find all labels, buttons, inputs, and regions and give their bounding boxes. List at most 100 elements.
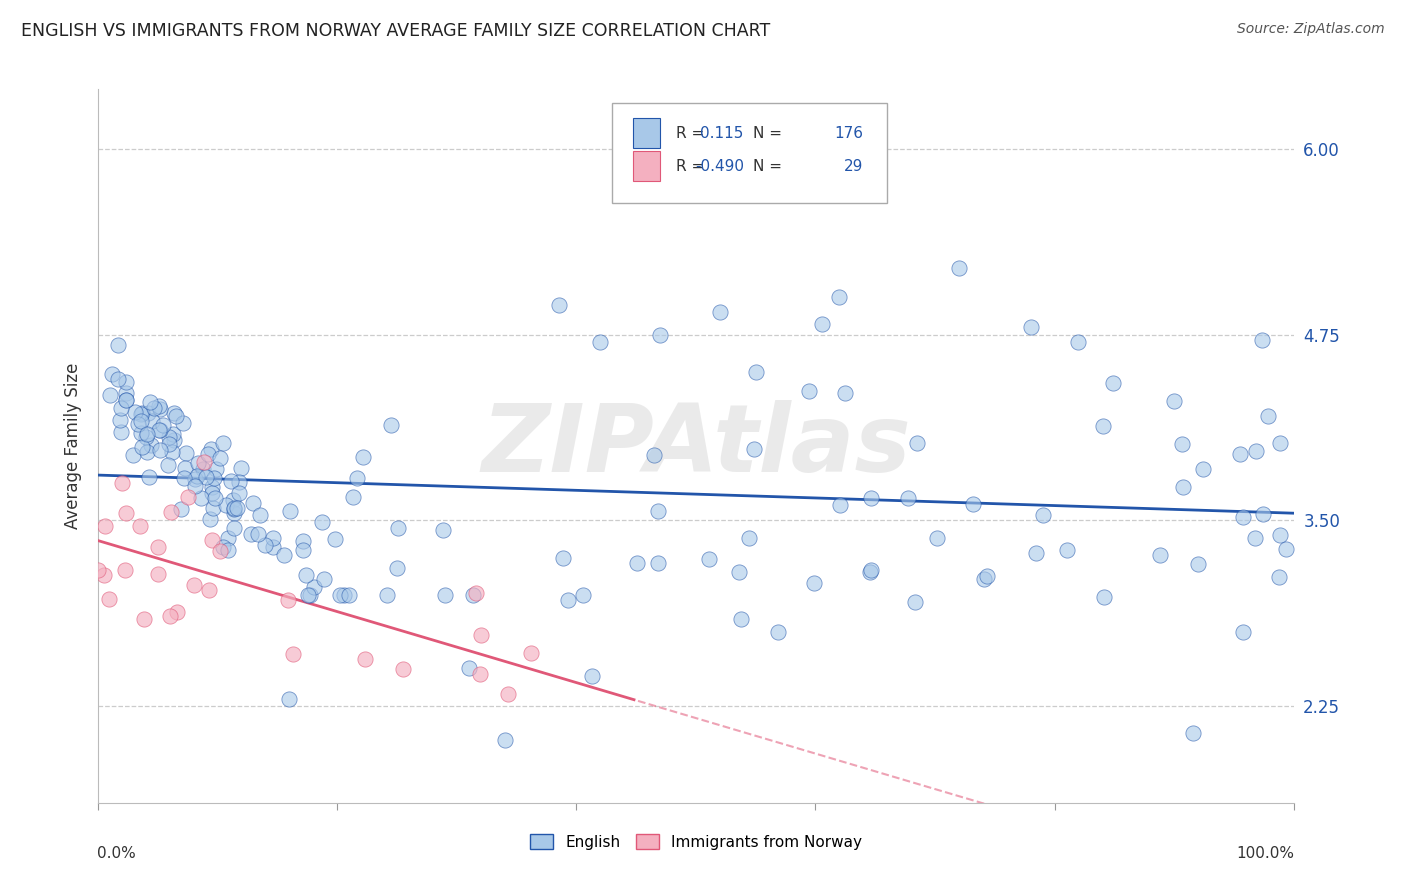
Point xyxy=(124,405,146,419)
Point xyxy=(149,442,172,457)
Point xyxy=(93,519,115,533)
Point xyxy=(811,317,834,331)
Point xyxy=(201,485,224,500)
Point xyxy=(1251,507,1274,521)
Point xyxy=(352,450,374,465)
Point xyxy=(859,564,882,578)
Point xyxy=(557,593,579,607)
Point xyxy=(98,388,121,402)
Point xyxy=(643,448,665,462)
Point xyxy=(1171,437,1194,451)
Point xyxy=(262,531,284,545)
Point xyxy=(148,400,170,414)
Point xyxy=(162,427,184,442)
Point xyxy=(148,423,170,437)
Point xyxy=(193,455,215,469)
Point xyxy=(1032,508,1054,522)
Point xyxy=(728,566,751,580)
Point xyxy=(1171,480,1194,494)
Point xyxy=(135,430,157,444)
Point xyxy=(976,569,998,583)
Point xyxy=(299,588,322,602)
Point xyxy=(221,493,243,508)
Point xyxy=(229,461,252,475)
Point xyxy=(87,563,110,577)
Point xyxy=(139,394,162,409)
Point xyxy=(904,594,927,608)
Point xyxy=(143,401,166,416)
Point xyxy=(166,606,188,620)
Point xyxy=(1056,543,1078,558)
Point xyxy=(859,566,882,580)
Point xyxy=(174,446,197,460)
Point xyxy=(457,661,479,675)
Point xyxy=(1092,419,1115,434)
Point xyxy=(239,527,262,541)
Point xyxy=(1257,409,1279,423)
Point xyxy=(375,588,398,602)
Point xyxy=(1268,570,1291,584)
Point xyxy=(115,386,138,401)
Point xyxy=(197,583,219,598)
Point xyxy=(519,646,541,660)
Point xyxy=(131,440,153,454)
Point xyxy=(297,588,319,602)
Point xyxy=(224,501,246,516)
Point xyxy=(496,687,519,701)
Point xyxy=(212,540,235,554)
Point xyxy=(200,511,222,525)
Point xyxy=(110,425,132,440)
Point xyxy=(278,692,301,706)
Point xyxy=(157,437,180,451)
Point xyxy=(973,572,995,586)
Point xyxy=(292,534,315,549)
Point xyxy=(329,588,352,602)
Point xyxy=(172,416,194,430)
Text: R =: R = xyxy=(676,159,704,174)
Point xyxy=(183,578,205,592)
Point xyxy=(107,338,129,352)
Point xyxy=(323,532,346,546)
Point xyxy=(184,471,207,485)
Point xyxy=(115,392,138,407)
Point xyxy=(1019,320,1042,334)
Point xyxy=(190,491,212,505)
Point xyxy=(174,460,197,475)
Point xyxy=(228,485,250,500)
Text: N =: N = xyxy=(754,126,782,141)
Point xyxy=(311,516,333,530)
Point xyxy=(165,409,187,424)
Point xyxy=(834,385,856,400)
Point xyxy=(225,501,247,516)
Point xyxy=(217,531,239,545)
Point xyxy=(548,298,571,312)
Point xyxy=(1102,376,1125,390)
Point xyxy=(160,444,183,458)
Point xyxy=(128,518,150,533)
Point xyxy=(157,430,180,444)
Point xyxy=(114,563,136,577)
Point xyxy=(204,491,226,505)
Point xyxy=(897,491,920,505)
Point xyxy=(262,540,284,554)
Point xyxy=(948,260,970,275)
Point xyxy=(1251,333,1274,347)
Point xyxy=(927,531,949,545)
Point xyxy=(224,506,246,520)
Point xyxy=(1232,510,1254,524)
Point xyxy=(200,533,222,547)
Point xyxy=(464,586,486,600)
Point xyxy=(766,624,789,639)
Point xyxy=(131,406,153,420)
Point xyxy=(201,480,224,494)
Text: 176: 176 xyxy=(834,126,863,141)
Point xyxy=(136,406,159,420)
FancyBboxPatch shape xyxy=(613,103,887,203)
Point xyxy=(212,435,235,450)
Point xyxy=(149,402,172,417)
Point xyxy=(1244,443,1267,458)
Point xyxy=(1163,394,1185,409)
Point xyxy=(200,442,222,456)
Point xyxy=(1067,334,1090,349)
Point xyxy=(342,491,364,505)
